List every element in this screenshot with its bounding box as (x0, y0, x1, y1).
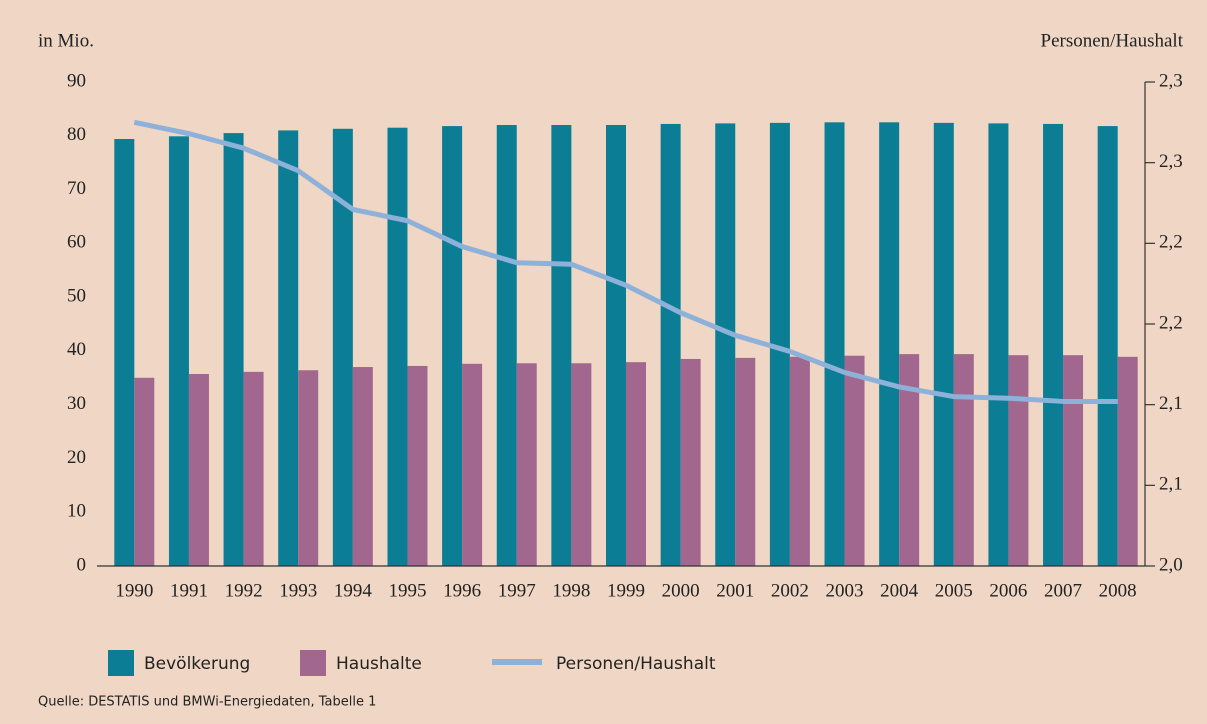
x-tick-label: 2003 (826, 580, 864, 601)
bar (626, 362, 646, 566)
bar (789, 356, 810, 566)
x-tick-label: 1997 (498, 580, 536, 601)
x-tick-label: 2006 (989, 580, 1027, 601)
y-tick-label: 0 (77, 554, 87, 575)
x-tick-label: 1998 (552, 580, 590, 601)
bar (844, 355, 865, 566)
y2-tick-label: 2,2 (1159, 312, 1183, 333)
y-tick-label: 50 (67, 285, 86, 306)
bar (551, 125, 572, 567)
bar (462, 363, 483, 566)
y2-tick-label: 2,3 (1159, 151, 1183, 172)
legend-swatch (300, 650, 326, 676)
x-tick-label: 2002 (771, 580, 809, 601)
y2-tick-label: 2,1 (1159, 393, 1183, 414)
bar (1063, 355, 1084, 566)
bar (769, 122, 790, 567)
bar (1043, 123, 1064, 567)
x-tick-label: 2001 (716, 580, 754, 601)
y-tick-label: 90 (67, 70, 86, 91)
legend-swatch (492, 659, 542, 665)
bar (223, 133, 244, 567)
y2-axis-label: Personen/Haushalt (1041, 30, 1184, 51)
bar (352, 367, 373, 566)
bar (243, 371, 264, 566)
bar (933, 122, 954, 567)
bar (188, 374, 209, 566)
y2-tick-label: 2,3 (1159, 70, 1183, 91)
y-tick-label: 20 (67, 447, 86, 468)
y-tick-label: 80 (67, 124, 86, 145)
bar (114, 139, 135, 566)
x-tick-label: 1990 (115, 580, 153, 601)
x-tick-label: 2000 (662, 580, 700, 601)
bar (735, 357, 756, 566)
bar (606, 125, 626, 567)
y-tick-label: 60 (67, 232, 86, 253)
x-tick-label: 1991 (170, 580, 208, 601)
x-tick-label: 2004 (880, 580, 919, 601)
y2-tick-label: 2,2 (1159, 232, 1183, 253)
bar (168, 136, 189, 566)
x-tick-label: 1992 (225, 580, 263, 601)
bar (824, 122, 845, 566)
bar (134, 377, 155, 566)
legend-label: Haushalte (336, 654, 422, 674)
bar (387, 127, 408, 566)
legend-label: Personen/Haushalt (556, 654, 716, 674)
x-tick-label: 1995 (388, 580, 426, 601)
x-tick-label: 1993 (279, 580, 317, 601)
source: Quelle: DESTATIS und BMWi-Energiedaten, … (38, 695, 376, 710)
bar (407, 365, 428, 566)
y-tick-label: 40 (67, 339, 86, 360)
bar (953, 354, 974, 566)
x-tick-label: 2008 (1099, 580, 1137, 601)
bar (1008, 355, 1029, 566)
bar (660, 123, 681, 567)
bar (1117, 356, 1138, 566)
x-tick-label: 2005 (935, 580, 973, 601)
x-tick-label: 1996 (443, 580, 481, 601)
bar (715, 123, 736, 567)
bar (680, 358, 701, 566)
bar (332, 128, 353, 566)
bar (571, 363, 592, 566)
bar (1097, 126, 1118, 566)
legend-label: Bevölkerung (144, 654, 250, 674)
y-tick-label: 10 (67, 501, 86, 522)
y-axis-label: in Mio. (38, 30, 94, 51)
x-tick-label: 1999 (607, 580, 645, 601)
bar (879, 122, 900, 566)
bar (516, 363, 537, 566)
bar (899, 354, 920, 566)
x-tick-label: 1994 (334, 580, 373, 601)
x-tick-label: 2007 (1044, 580, 1082, 601)
legend-swatch (108, 650, 134, 676)
y2-tick-label: 2,0 (1159, 554, 1183, 575)
bar (278, 130, 299, 566)
bar (496, 125, 517, 567)
y2-tick-label: 2,1 (1159, 474, 1183, 495)
bar (988, 123, 1009, 567)
line (133, 119, 1118, 404)
bar (442, 126, 463, 566)
y-tick-label: 30 (67, 393, 86, 414)
y-tick-label: 70 (67, 178, 86, 199)
bar (298, 370, 319, 566)
